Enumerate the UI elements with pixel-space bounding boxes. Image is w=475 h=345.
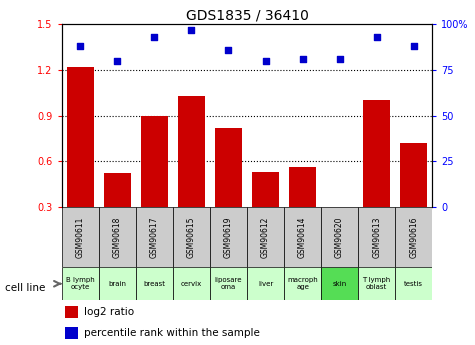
Text: testis: testis bbox=[404, 281, 423, 287]
Bar bbox=[358, 267, 395, 300]
Text: liposare
oma: liposare oma bbox=[215, 277, 242, 290]
Bar bbox=[358, 207, 395, 267]
Text: log2 ratio: log2 ratio bbox=[84, 307, 134, 317]
Point bbox=[151, 34, 158, 40]
Bar bbox=[252, 172, 279, 207]
Bar bbox=[321, 207, 358, 267]
Bar bbox=[141, 116, 168, 207]
Bar bbox=[99, 207, 136, 267]
Title: GDS1835 / 36410: GDS1835 / 36410 bbox=[186, 9, 308, 23]
Bar bbox=[284, 207, 321, 267]
Text: T lymph
oblast: T lymph oblast bbox=[362, 277, 391, 290]
Bar bbox=[247, 267, 284, 300]
Bar bbox=[247, 207, 284, 267]
Bar bbox=[173, 207, 210, 267]
Text: GSM90617: GSM90617 bbox=[150, 216, 159, 258]
Point bbox=[114, 58, 121, 63]
Point bbox=[373, 34, 380, 40]
Bar bbox=[395, 267, 432, 300]
Point bbox=[225, 47, 232, 52]
Text: GSM90616: GSM90616 bbox=[409, 216, 418, 258]
Bar bbox=[178, 96, 205, 207]
Point bbox=[410, 43, 418, 49]
Bar bbox=[66, 327, 78, 339]
Bar bbox=[104, 174, 131, 207]
Bar bbox=[62, 207, 99, 267]
Text: cell line: cell line bbox=[5, 283, 45, 293]
Bar bbox=[66, 306, 78, 318]
Text: B lymph
ocyte: B lymph ocyte bbox=[66, 277, 95, 290]
Bar bbox=[62, 267, 99, 300]
Bar bbox=[321, 267, 358, 300]
Text: breast: breast bbox=[143, 281, 165, 287]
Text: GSM90611: GSM90611 bbox=[76, 217, 85, 258]
Point bbox=[262, 58, 269, 63]
Text: GSM90618: GSM90618 bbox=[113, 217, 122, 258]
Bar bbox=[210, 267, 247, 300]
Text: GSM90615: GSM90615 bbox=[187, 216, 196, 258]
Text: liver: liver bbox=[258, 281, 273, 287]
Point bbox=[188, 27, 195, 32]
Bar bbox=[284, 267, 321, 300]
Text: GSM90612: GSM90612 bbox=[261, 217, 270, 258]
Bar bbox=[136, 267, 173, 300]
Text: skin: skin bbox=[332, 281, 347, 287]
Bar bbox=[210, 207, 247, 267]
Text: brain: brain bbox=[108, 281, 126, 287]
Text: GSM90620: GSM90620 bbox=[335, 216, 344, 258]
Bar bbox=[363, 100, 390, 207]
Bar bbox=[67, 67, 94, 207]
Text: GSM90619: GSM90619 bbox=[224, 216, 233, 258]
Bar bbox=[173, 267, 210, 300]
Bar bbox=[400, 143, 427, 207]
Point bbox=[336, 56, 343, 62]
Text: GSM90613: GSM90613 bbox=[372, 216, 381, 258]
Point bbox=[299, 56, 306, 62]
Bar bbox=[215, 128, 242, 207]
Bar bbox=[99, 267, 136, 300]
Bar bbox=[395, 207, 432, 267]
Text: cervix: cervix bbox=[181, 281, 202, 287]
Text: percentile rank within the sample: percentile rank within the sample bbox=[84, 328, 260, 338]
Text: macroph
age: macroph age bbox=[287, 277, 318, 290]
Point bbox=[76, 43, 84, 49]
Text: GSM90614: GSM90614 bbox=[298, 216, 307, 258]
Bar bbox=[289, 167, 316, 207]
Bar bbox=[136, 207, 173, 267]
